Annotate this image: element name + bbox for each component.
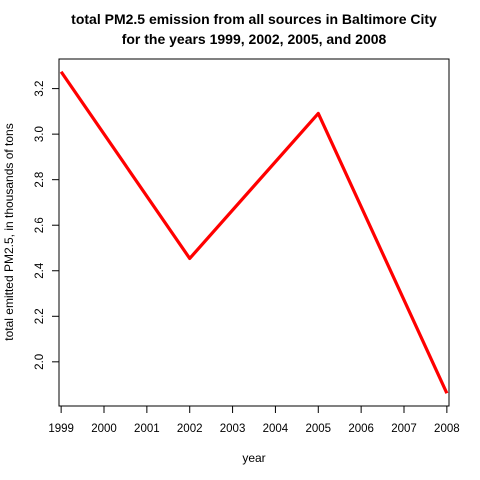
x-tick-label: 2007: [391, 423, 417, 435]
y-tick-label: 2.8: [34, 172, 46, 188]
x-tick-label: 2008: [434, 423, 460, 435]
x-tick-label: 2006: [348, 423, 374, 435]
x-tick-label: 2002: [177, 423, 203, 435]
y-tick-label: 2.4: [34, 262, 46, 279]
y-tick-label: 2.0: [34, 354, 46, 370]
x-tick-label: 2003: [220, 423, 246, 435]
x-tick-label: 2005: [305, 423, 331, 435]
y-axis-label: total emitted PM2.5, in thousands of ton…: [2, 123, 16, 340]
y-tick-label: 3.0: [34, 126, 46, 142]
x-tick-label: 2001: [134, 423, 160, 435]
x-tick-label: 2000: [91, 423, 117, 435]
x-axis-label: year: [242, 451, 265, 465]
y-axis: 2.0 2.2 2.4 2.6 2.8 3.0 3.2: [34, 81, 59, 370]
x-axis: 1999 2000 2001 2002 2003 2004 2005 2006 2007 2008: [48, 406, 460, 435]
plot-frame: [58, 58, 450, 407]
chart-title-line-2: for the years 1999, 2002, 2005, and 2008: [122, 31, 387, 47]
chart-title-line-1: total PM2.5 emission from all sources in…: [71, 11, 437, 27]
series-line: [59, 70, 449, 394]
y-tick-label: 2.6: [34, 217, 46, 233]
x-tick-label: 1999: [48, 423, 74, 435]
y-tick-label: 3.2: [34, 81, 46, 97]
y-tick-label: 2.2: [34, 308, 46, 324]
x-tick-label: 2004: [263, 423, 289, 435]
